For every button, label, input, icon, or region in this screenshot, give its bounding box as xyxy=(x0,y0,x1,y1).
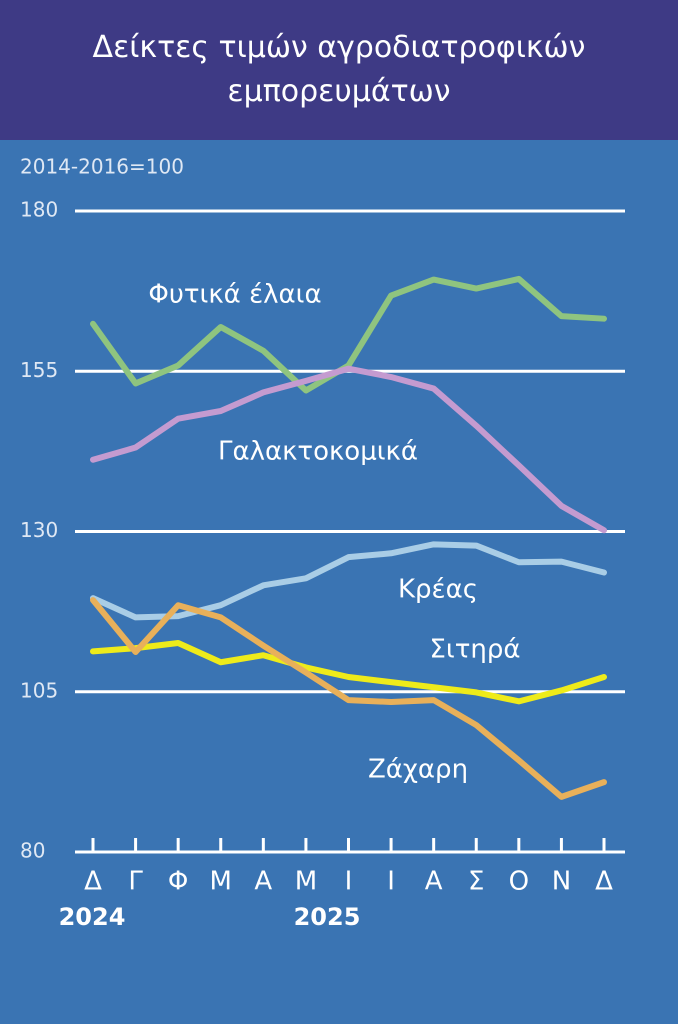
series-label: Ζάχαρη xyxy=(368,755,468,785)
x-tick-label: Φ xyxy=(168,867,188,897)
title-banner: Δείκτες τιμών αγροδιατροφικών εμπορευμάτ… xyxy=(0,0,678,140)
chart-title: Δείκτες τιμών αγροδιατροφικών εμπορευμάτ… xyxy=(92,30,586,109)
series-line xyxy=(90,597,607,800)
x-tick-label: Ι xyxy=(387,867,395,897)
x-tick-label: Ι xyxy=(345,867,353,897)
series-line xyxy=(90,365,607,534)
series-label: Σιτηρά xyxy=(430,635,521,665)
x-tick-label: Μ xyxy=(295,867,317,897)
x-tick-label: Γ xyxy=(128,867,143,897)
y-tick-label: 80 xyxy=(20,839,45,863)
y-tick-label: 130 xyxy=(20,518,58,542)
series-line xyxy=(90,541,607,621)
x-tick-label: Α xyxy=(254,867,272,897)
year-label: 2025 xyxy=(294,903,361,931)
x-tick-label: Ν xyxy=(552,867,571,897)
y-tick-label: 155 xyxy=(20,358,58,382)
y-axis-label: 2014-2016=100 xyxy=(20,155,184,179)
y-tick-label: 105 xyxy=(20,678,58,702)
x-tick-label: Ο xyxy=(509,867,529,897)
x-tick-label: Δ xyxy=(595,867,613,897)
x-tick-label: Σ xyxy=(468,867,484,897)
year-label: 2024 xyxy=(59,903,126,931)
series-label: Φυτικά έλαια xyxy=(148,280,321,310)
x-tick-label: Μ xyxy=(210,867,232,897)
series-label: Κρέας xyxy=(398,575,478,605)
y-tick-label: 180 xyxy=(20,198,58,222)
x-tick-label: Α xyxy=(425,867,443,897)
series-line xyxy=(90,640,607,705)
series-line xyxy=(90,275,607,394)
series-label: Γαλακτοκομικά xyxy=(218,437,418,467)
x-tick-label: Δ xyxy=(84,867,102,897)
